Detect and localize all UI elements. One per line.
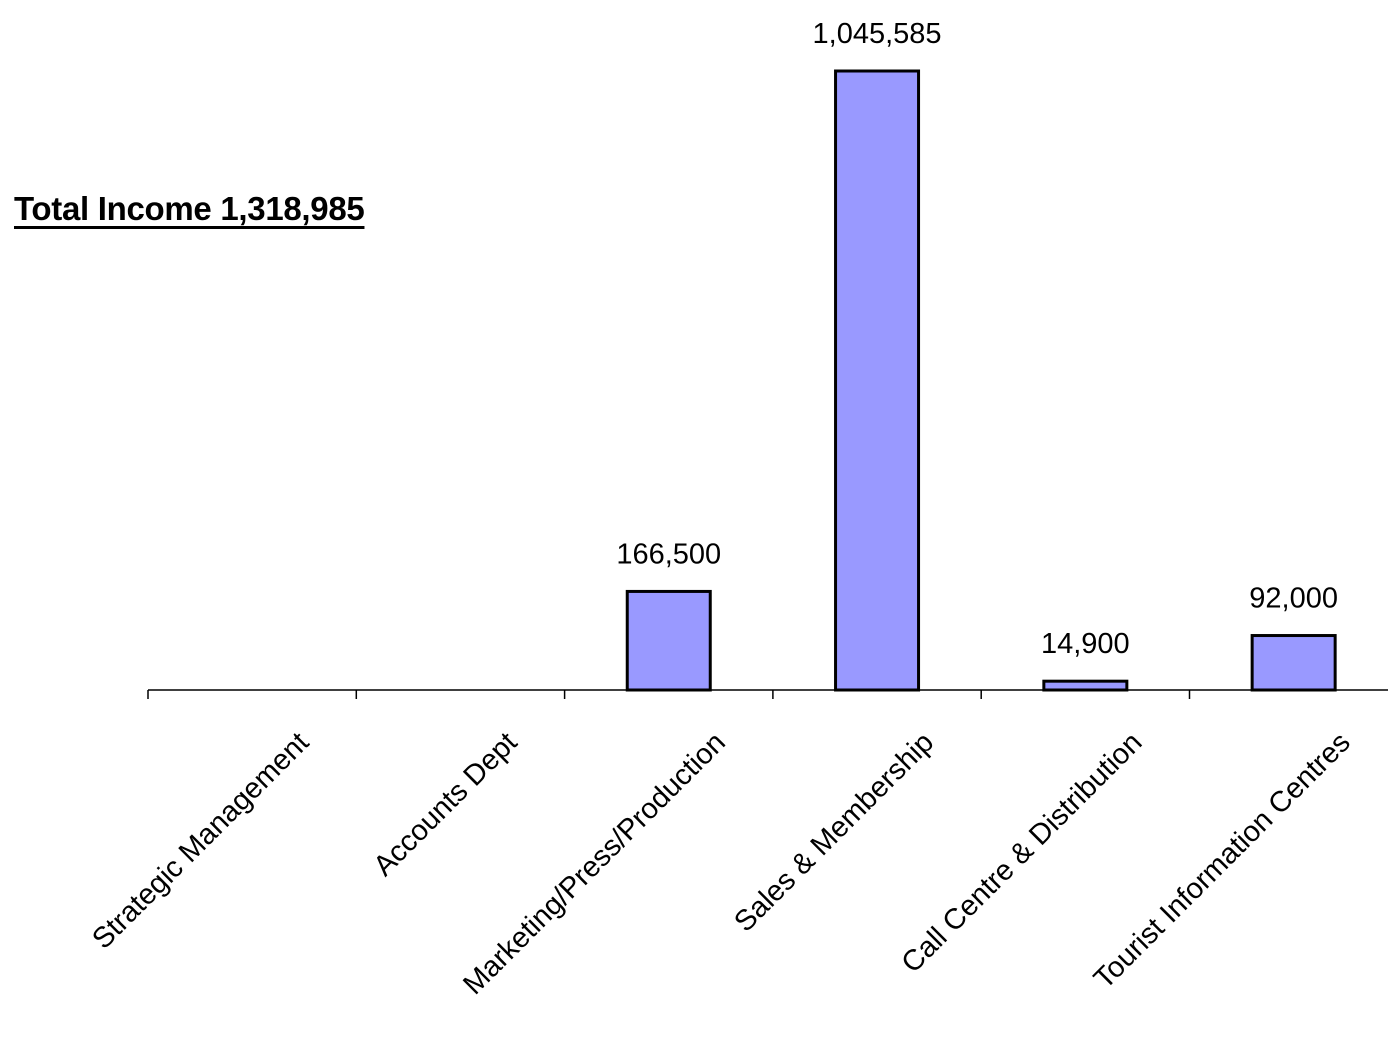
x-tick-label: Call Centre & Distribution [896,726,1149,979]
bar [834,69,921,692]
x-tick-label: Sales & Membership [728,726,940,938]
data-label: 92,000 [1249,583,1338,615]
data-label: 1,045,585 [813,18,942,50]
bar [1250,634,1337,692]
x-tick-label: Accounts Dept [368,726,524,882]
x-ticks-group [147,690,1191,699]
bars-group [625,69,1337,692]
data-label: 14,900 [1041,628,1130,660]
chart-title: Total Income 1,318,985 [14,190,365,227]
x-tick-label: Strategic Management [86,726,315,955]
bar [1042,679,1129,692]
x-tick-labels-group: Strategic Management Accounts DeptMarketi… [86,726,1356,1001]
data-label: 166,500 [616,538,721,570]
data-labels-group: 166,500 1,045,585 14,900 92,000 [616,18,1338,660]
bar [625,589,712,692]
